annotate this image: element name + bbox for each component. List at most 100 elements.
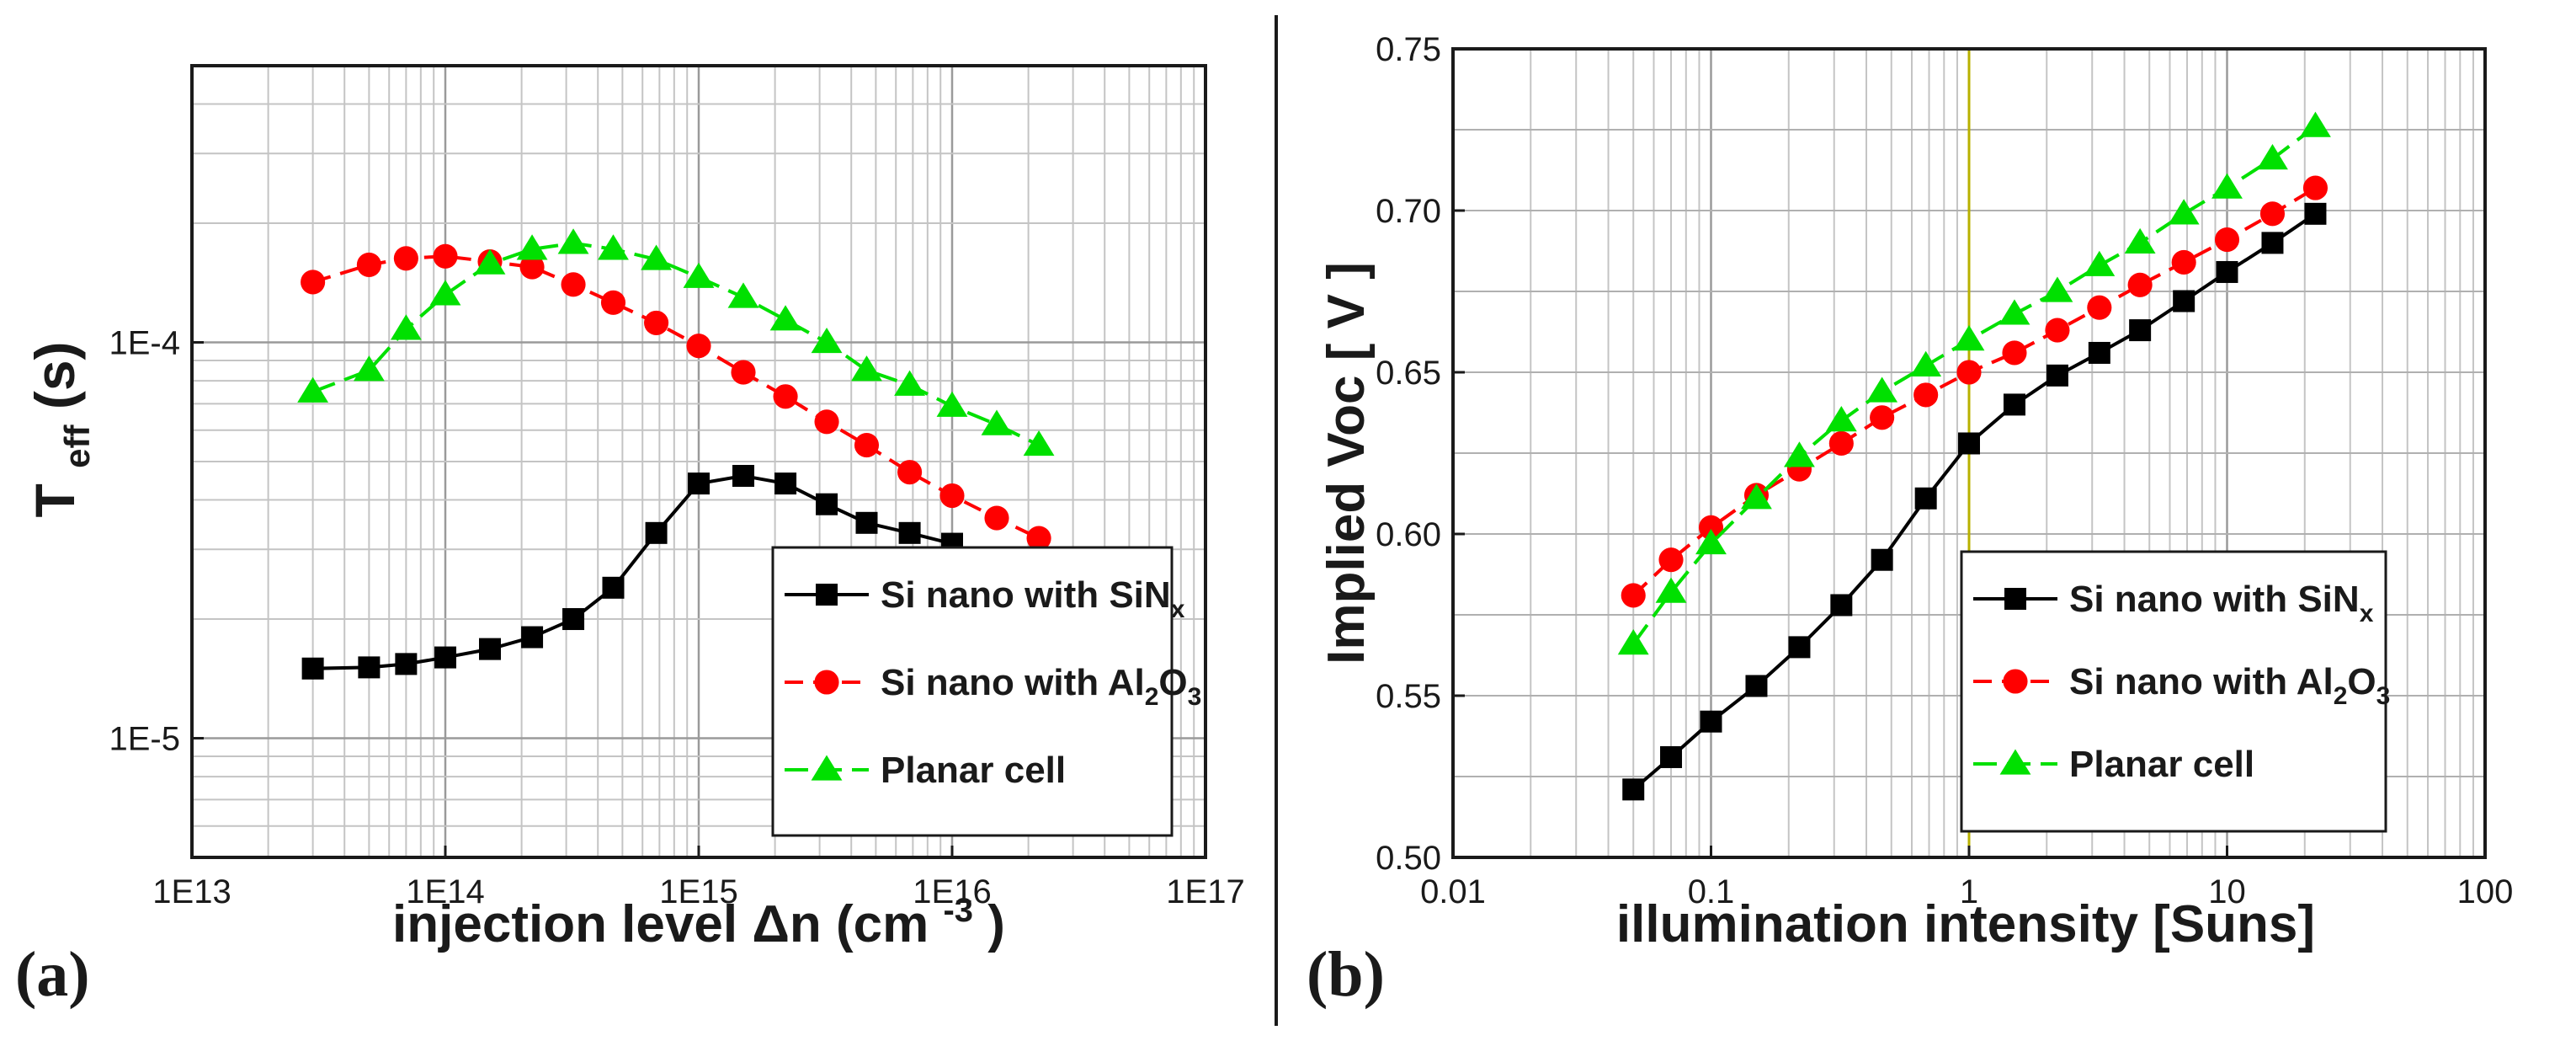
data-point (814, 409, 839, 435)
data-point (1741, 483, 1772, 510)
data-point (561, 272, 586, 297)
data-point (644, 310, 669, 335)
data-point (1026, 526, 1051, 551)
data-point (811, 327, 843, 354)
data-point (1784, 441, 1815, 467)
y-tick-label: 0.70 (1376, 193, 1441, 230)
panel-b-y-axis-title: Implied Voc [ V ] (1317, 262, 1376, 665)
x-tick-label: 100 (2457, 873, 2514, 910)
data-point (2003, 393, 2025, 416)
data-point (1745, 675, 1768, 697)
data-point (939, 483, 965, 509)
y-tick-label: 0.60 (1376, 516, 1441, 553)
panel-a-ticks: 1E13 1E14 1E15 1E16 1E17 1E-5 1E-4 (109, 325, 1245, 910)
data-point (2302, 175, 2329, 200)
data-point (1958, 432, 1980, 455)
legend-label: Si nano with SiNx (881, 574, 1185, 623)
data-point (516, 234, 548, 260)
data-point (984, 505, 1009, 531)
data-point (773, 384, 798, 409)
legend-label: Si nano with Al2O3 (881, 662, 1201, 711)
data-point (301, 270, 326, 295)
data-point (731, 360, 756, 385)
series-1 (301, 465, 1051, 680)
data-point (854, 432, 880, 458)
data-point (2168, 199, 2200, 225)
data-point (641, 244, 673, 270)
data-point (479, 638, 502, 660)
x-tick-label: 1 (1960, 873, 1978, 910)
data-point (1695, 528, 1727, 555)
data-point (2046, 364, 2068, 387)
data-point (769, 305, 801, 331)
panel-a-label: (a) (15, 939, 90, 1010)
data-point (936, 391, 968, 417)
y-tick-label: 0.55 (1376, 678, 1441, 715)
legend-marker (2004, 588, 2026, 610)
data-point (1621, 583, 1646, 608)
data-point (301, 657, 324, 680)
data-point (1660, 745, 1683, 768)
data-point (602, 576, 625, 599)
data-point (1956, 360, 1982, 385)
data-point (474, 248, 506, 275)
data-point (2041, 276, 2073, 302)
panel-a-y-axis-title: T eff (s) (24, 341, 101, 517)
data-point (393, 246, 418, 271)
y-tick-label: 0.75 (1376, 31, 1441, 68)
data-point (2257, 144, 2288, 170)
x-tick-label: 1E16 (913, 873, 991, 910)
data-point (688, 472, 710, 495)
data-point (2127, 272, 2153, 297)
data-point (981, 409, 1013, 435)
data-point (2300, 111, 2331, 137)
data-point (2129, 319, 2152, 342)
data-point (519, 254, 545, 280)
data-point (358, 656, 381, 679)
data-point (1655, 577, 1687, 603)
data-point (2124, 227, 2156, 254)
data-point (356, 252, 381, 278)
panel-b-series (1617, 111, 2331, 801)
data-point (2045, 318, 2070, 343)
data-point (774, 472, 797, 495)
data-point (2304, 202, 2327, 225)
panel-b-ticks: 0.01 0.1 1 10 100 0.50 0.55 0.60 0.65 0.70 0.75 (1376, 31, 2513, 910)
panel-a: 1E13 1E14 1E15 1E16 1E17 1E-5 1E-4 Si nano wit… (15, 64, 1245, 1010)
y-tick-label: 1E-4 (109, 325, 181, 362)
data-point (683, 262, 715, 288)
data-point (851, 355, 882, 382)
data-point (521, 626, 544, 649)
data-point (727, 282, 759, 308)
panel-b-legend: Si nano with SiNx Si nano with Al2O3 Plana… (1960, 550, 2390, 833)
data-point (2002, 340, 2027, 366)
series-3 (297, 228, 1055, 456)
data-point (686, 334, 711, 359)
legend-label: Planar cell (2069, 744, 2254, 785)
data-point (1788, 636, 1811, 659)
data-point (562, 608, 585, 631)
data-point (2088, 341, 2110, 364)
y-tick-label: 0.50 (1376, 840, 1441, 877)
data-point (600, 290, 626, 315)
data-point (2261, 232, 2284, 254)
data-point (2259, 201, 2286, 227)
data-point (433, 243, 458, 269)
panel-b-label: (b) (1307, 939, 1385, 1010)
data-point (557, 228, 589, 254)
data-point (1830, 594, 1853, 617)
data-point (1828, 430, 1854, 456)
legend-marker (2003, 669, 2028, 694)
legend-marker (814, 670, 839, 695)
data-point (2173, 290, 2195, 312)
series-1 (1622, 202, 2327, 801)
data-point (395, 653, 418, 675)
panel-a-legend: Si nano with SiNx Si nano with Al2O3 Plana… (771, 546, 1201, 837)
data-point (1866, 376, 1898, 403)
legend-marker (816, 584, 838, 606)
panel-b-x-axis-title: illumination intensity [Suns] (1616, 895, 2315, 953)
data-point (1871, 548, 1893, 571)
panel-a-series (297, 228, 1055, 680)
data-point (1914, 487, 1937, 510)
